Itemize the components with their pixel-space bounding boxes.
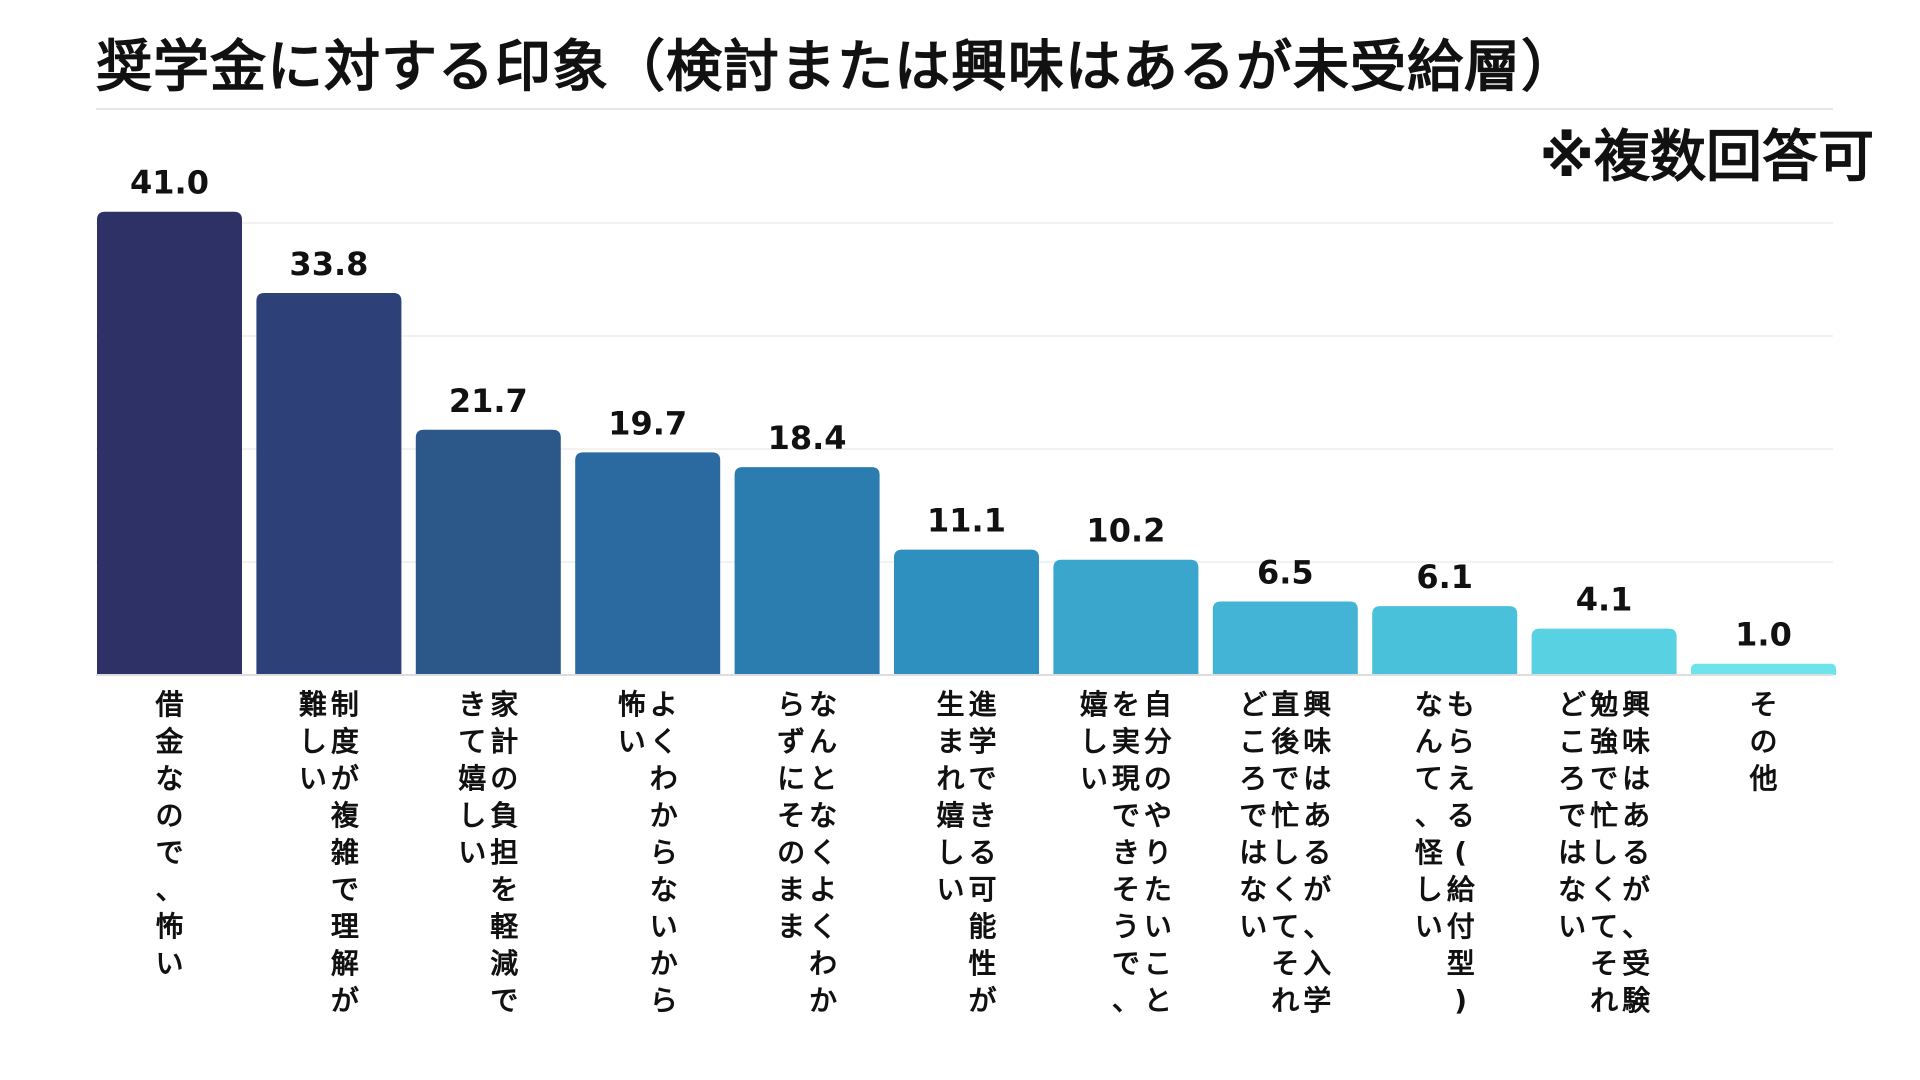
- category-label: 進学できる可能性が生まれ嬉しい: [936, 688, 996, 1017]
- bar: [734, 467, 880, 675]
- bar: [1053, 559, 1199, 675]
- category-label: よくわからないから怖い: [618, 688, 678, 1017]
- bar: [575, 452, 721, 675]
- category-label: 興味はあるが、入学直後で忙しくてそれどころではない: [1239, 688, 1331, 1017]
- bar: [894, 549, 1039, 675]
- value-label: 18.4: [768, 419, 847, 457]
- category-label: その他: [1748, 688, 1777, 795]
- value-label: 33.8: [289, 245, 368, 283]
- category-label: なんとなくよくわからずにそのまま: [777, 688, 837, 1017]
- bar: [1212, 601, 1358, 675]
- value-labels: 41.0 33.8 21.7 19.7 18.4 11.1 10.2 6.5 6.1 4.1 1.0: [130, 164, 1792, 654]
- category-label: 家計の負担を軽減できて嬉しい: [458, 688, 519, 1017]
- category-label: 借金なので、怖い: [154, 688, 184, 980]
- category-labels: 借金なので、怖い 制度が複雑で理解が難しい 家計の負担を軽減できて嬉しい よくわからな…: [154, 688, 1777, 1017]
- category-label: 制度が複雑で理解が難しい: [299, 688, 360, 1017]
- category-label: もらえる(給付型)なんて、怪しい: [1415, 688, 1476, 1017]
- value-label: 19.7: [608, 404, 687, 442]
- value-label: 6.5: [1257, 554, 1314, 592]
- value-label: 6.1: [1416, 558, 1473, 596]
- bar: [1372, 606, 1518, 675]
- value-label: 41.0: [130, 164, 209, 202]
- bars: [97, 211, 1836, 675]
- bar: [1691, 663, 1836, 675]
- value-label: 11.1: [927, 502, 1006, 540]
- category-label: 興味はあるが、受験勉強で忙しくてそれどころではない: [1558, 688, 1651, 1017]
- multiple-answer-note: ※複数回答可: [1539, 125, 1874, 190]
- bar: [97, 211, 242, 675]
- bar: [415, 429, 561, 675]
- category-label: 自分のやりたいことを実現できそうで、嬉しい: [1080, 688, 1172, 1017]
- value-label: 1.0: [1735, 616, 1792, 654]
- chart-title: 奨学金に対する印象（検討または興味はあるが未受給層）: [96, 35, 1578, 100]
- value-label: 4.1: [1576, 581, 1633, 619]
- bar: [1531, 628, 1677, 675]
- value-label: 21.7: [449, 382, 528, 420]
- bar: [256, 293, 402, 675]
- value-label: 10.2: [1086, 512, 1165, 550]
